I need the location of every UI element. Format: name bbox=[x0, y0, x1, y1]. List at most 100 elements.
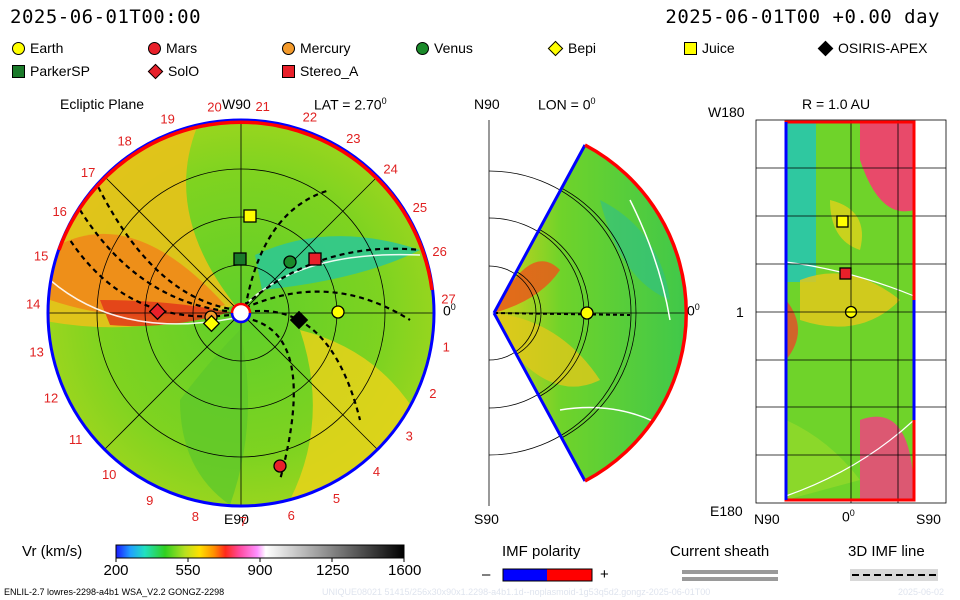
legend-item-mars: Mars bbox=[148, 40, 197, 56]
legend-item-venus: Venus bbox=[416, 40, 473, 56]
legend-item-mercury: Mercury bbox=[282, 40, 351, 56]
colorbar-tick-label: 200 bbox=[103, 562, 129, 579]
colorbar-tick-label: 1250 bbox=[316, 562, 350, 579]
meridional-0-label: 00 bbox=[687, 302, 700, 319]
carrington-label: 27 bbox=[441, 292, 455, 307]
carrington-label: 3 bbox=[406, 428, 413, 443]
meridional-n90-label: N90 bbox=[474, 96, 500, 112]
mars-marker bbox=[273, 459, 287, 473]
colorbar-label: Vr (km/s) bbox=[22, 543, 83, 560]
imf3d-title: 3D IMF line bbox=[848, 543, 925, 560]
square-icon bbox=[684, 41, 697, 55]
carrington-label: 18 bbox=[117, 134, 131, 149]
legend-label: Stereo_A bbox=[300, 63, 359, 79]
legend-item-osiris-apex: OSIRIS-APEX bbox=[817, 40, 927, 56]
earth-marker bbox=[331, 305, 345, 319]
date-footer: 2025-06-02 bbox=[898, 587, 945, 597]
colorbar-tick-label: 1600 bbox=[388, 562, 422, 579]
legend-item-earth: Earth bbox=[12, 40, 63, 56]
ecliptic-w90-label: W90 bbox=[222, 96, 251, 112]
latlon-w180-label: W180 bbox=[708, 104, 745, 120]
imf-positive-swatch bbox=[547, 569, 592, 581]
circle-icon bbox=[416, 41, 429, 55]
ecliptic-boundary-positive bbox=[57, 120, 434, 291]
stereo-a-marker-latlon bbox=[839, 267, 852, 280]
carrington-label: 11 bbox=[69, 432, 83, 447]
latlon-e180-label: E180 bbox=[710, 503, 743, 519]
imf-minus-label: – bbox=[482, 566, 491, 583]
solo-marker bbox=[148, 302, 167, 321]
legend-label: Earth bbox=[30, 40, 64, 56]
carrington-label: 5 bbox=[333, 491, 340, 506]
carrington-label: 4 bbox=[373, 464, 380, 479]
legend-label: ParkerSP bbox=[30, 63, 90, 79]
carrington-label: 21 bbox=[255, 99, 269, 114]
colorbar-tick-label: 900 bbox=[247, 562, 273, 579]
run-id-footer: UNIQUE08021 51415/256x30x90x1.2298-a4b1.… bbox=[322, 587, 711, 597]
juice-marker-latlon bbox=[836, 215, 849, 228]
imf3d-swatch bbox=[850, 569, 938, 581]
latlon-1-label: 1 bbox=[736, 304, 744, 320]
model-footer: ENLIL-2.7 lowres-2298-a4b1 WSA_V2.2 GONG… bbox=[4, 587, 225, 597]
square-icon bbox=[12, 64, 25, 78]
legend-label: Bepi bbox=[568, 40, 597, 56]
ecliptic-lat-label: LAT = 2.700 bbox=[314, 96, 387, 113]
parkersp-marker bbox=[233, 252, 247, 266]
carrington-label: 10 bbox=[102, 467, 116, 482]
current-sheath-swatch bbox=[682, 570, 778, 574]
carrington-label: 9 bbox=[146, 493, 153, 508]
ecliptic-imf-lines bbox=[69, 169, 421, 481]
imf-negative-swatch bbox=[503, 569, 547, 581]
legend-label: Juice bbox=[702, 40, 735, 56]
legend-item-solo: SolO bbox=[147, 63, 200, 79]
carrington-label: 20 bbox=[207, 100, 221, 115]
carrington-label: 25 bbox=[413, 200, 427, 215]
bepi-marker bbox=[202, 314, 221, 333]
carrington-label: 15 bbox=[34, 249, 48, 264]
carrington-label: 6 bbox=[288, 508, 295, 523]
ecliptic-boundary-negative bbox=[46, 118, 436, 508]
latlon-0-label: 00 bbox=[842, 508, 855, 525]
stereo-a-marker bbox=[308, 252, 322, 266]
legend-label: Venus bbox=[434, 40, 473, 56]
carrington-label: 22 bbox=[303, 110, 317, 125]
carrington-label: 12 bbox=[44, 391, 58, 406]
legend-item-juice: Juice bbox=[684, 40, 735, 56]
latlon-plot bbox=[755, 119, 947, 504]
imf-polarity-title: IMF polarity bbox=[502, 543, 581, 560]
meridional-s90-label: S90 bbox=[474, 511, 499, 527]
ecliptic-title: Ecliptic Plane bbox=[60, 96, 145, 112]
circle-icon bbox=[282, 41, 295, 55]
ecliptic-0-label: 00 bbox=[443, 302, 456, 319]
carrington-label: 8 bbox=[192, 509, 199, 524]
speed-colorbar bbox=[115, 544, 405, 559]
carrington-label: 26 bbox=[432, 244, 446, 259]
imf-plus-label: + bbox=[600, 566, 609, 583]
carrington-label: 17 bbox=[81, 165, 95, 180]
carrington-label: 13 bbox=[29, 345, 43, 360]
juice-marker bbox=[243, 209, 257, 223]
legend-label: Mercury bbox=[300, 40, 351, 56]
legend-item-bepi: Bepi bbox=[547, 40, 597, 56]
current-sheath-title: Current sheath bbox=[670, 543, 770, 560]
circle-icon bbox=[148, 41, 161, 55]
meridional-plot bbox=[488, 120, 689, 506]
carrington-label: 24 bbox=[383, 162, 397, 177]
legend-item-stereo-a: Stereo_A bbox=[282, 63, 358, 79]
ecliptic-e90-label: E90 bbox=[224, 511, 249, 527]
legend-label: Mars bbox=[166, 40, 198, 56]
legend-item-parkersp: ParkerSP bbox=[12, 63, 90, 79]
elapsed-label: 2025-06-01T00 +0.00 day bbox=[665, 6, 940, 28]
venus-marker bbox=[283, 255, 297, 269]
carrington-label: 16 bbox=[52, 204, 66, 219]
carrington-label: 1 bbox=[443, 340, 450, 355]
carrington-label: 19 bbox=[160, 111, 174, 126]
colorbar-tick-label: 550 bbox=[175, 562, 201, 579]
meridional-title: LON = 00 bbox=[538, 96, 596, 113]
legend-label: SolO bbox=[168, 63, 200, 79]
square-icon bbox=[282, 64, 295, 78]
osiris-apex-marker bbox=[289, 310, 309, 330]
latlon-title: R = 1.0 AU bbox=[802, 96, 871, 112]
